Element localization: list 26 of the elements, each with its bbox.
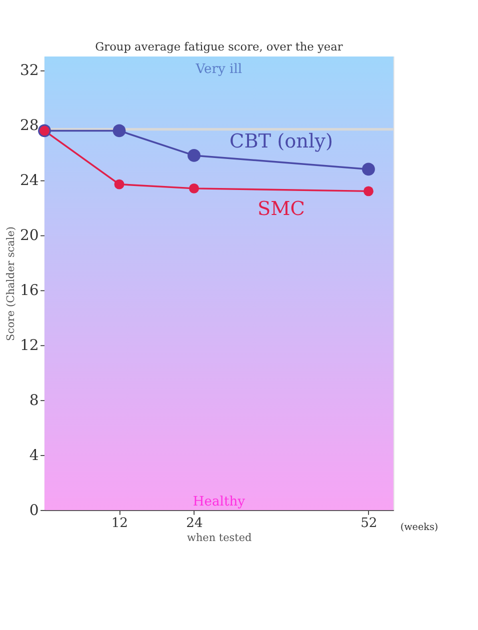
point: [188, 148, 200, 162]
annotation: Healthy: [192, 494, 246, 510]
chart-title: Group average fatigue score, over the year: [95, 39, 344, 54]
series-label: CBT (only): [230, 129, 333, 152]
y-tick-label: 28: [20, 117, 39, 134]
point: [112, 124, 126, 138]
point: [189, 183, 199, 194]
x-tick-label: 24: [186, 516, 203, 532]
y-tick-label: 32: [20, 62, 39, 80]
annotation: Very ill: [194, 62, 242, 78]
text: (weeks): [400, 522, 438, 534]
y-tick-label: 20: [20, 226, 39, 244]
x-tick-label: 52: [360, 516, 378, 532]
y-tick-label: 16: [20, 282, 39, 299]
y-tick-label: 8: [29, 392, 39, 409]
point: [114, 179, 124, 190]
x-tick-label: 12: [111, 516, 128, 532]
y-tick-label: 0: [29, 502, 39, 519]
series-label: SMC: [258, 197, 305, 220]
y-axis-title: Score (Chalder scale): [4, 226, 17, 341]
x-axis-title: when tested: [186, 532, 252, 544]
y-tick-label: 4: [29, 446, 39, 464]
point: [362, 162, 375, 176]
y-tick-label: 12: [20, 336, 39, 354]
point: [363, 186, 374, 196]
y-tick-label: 24: [20, 172, 39, 189]
